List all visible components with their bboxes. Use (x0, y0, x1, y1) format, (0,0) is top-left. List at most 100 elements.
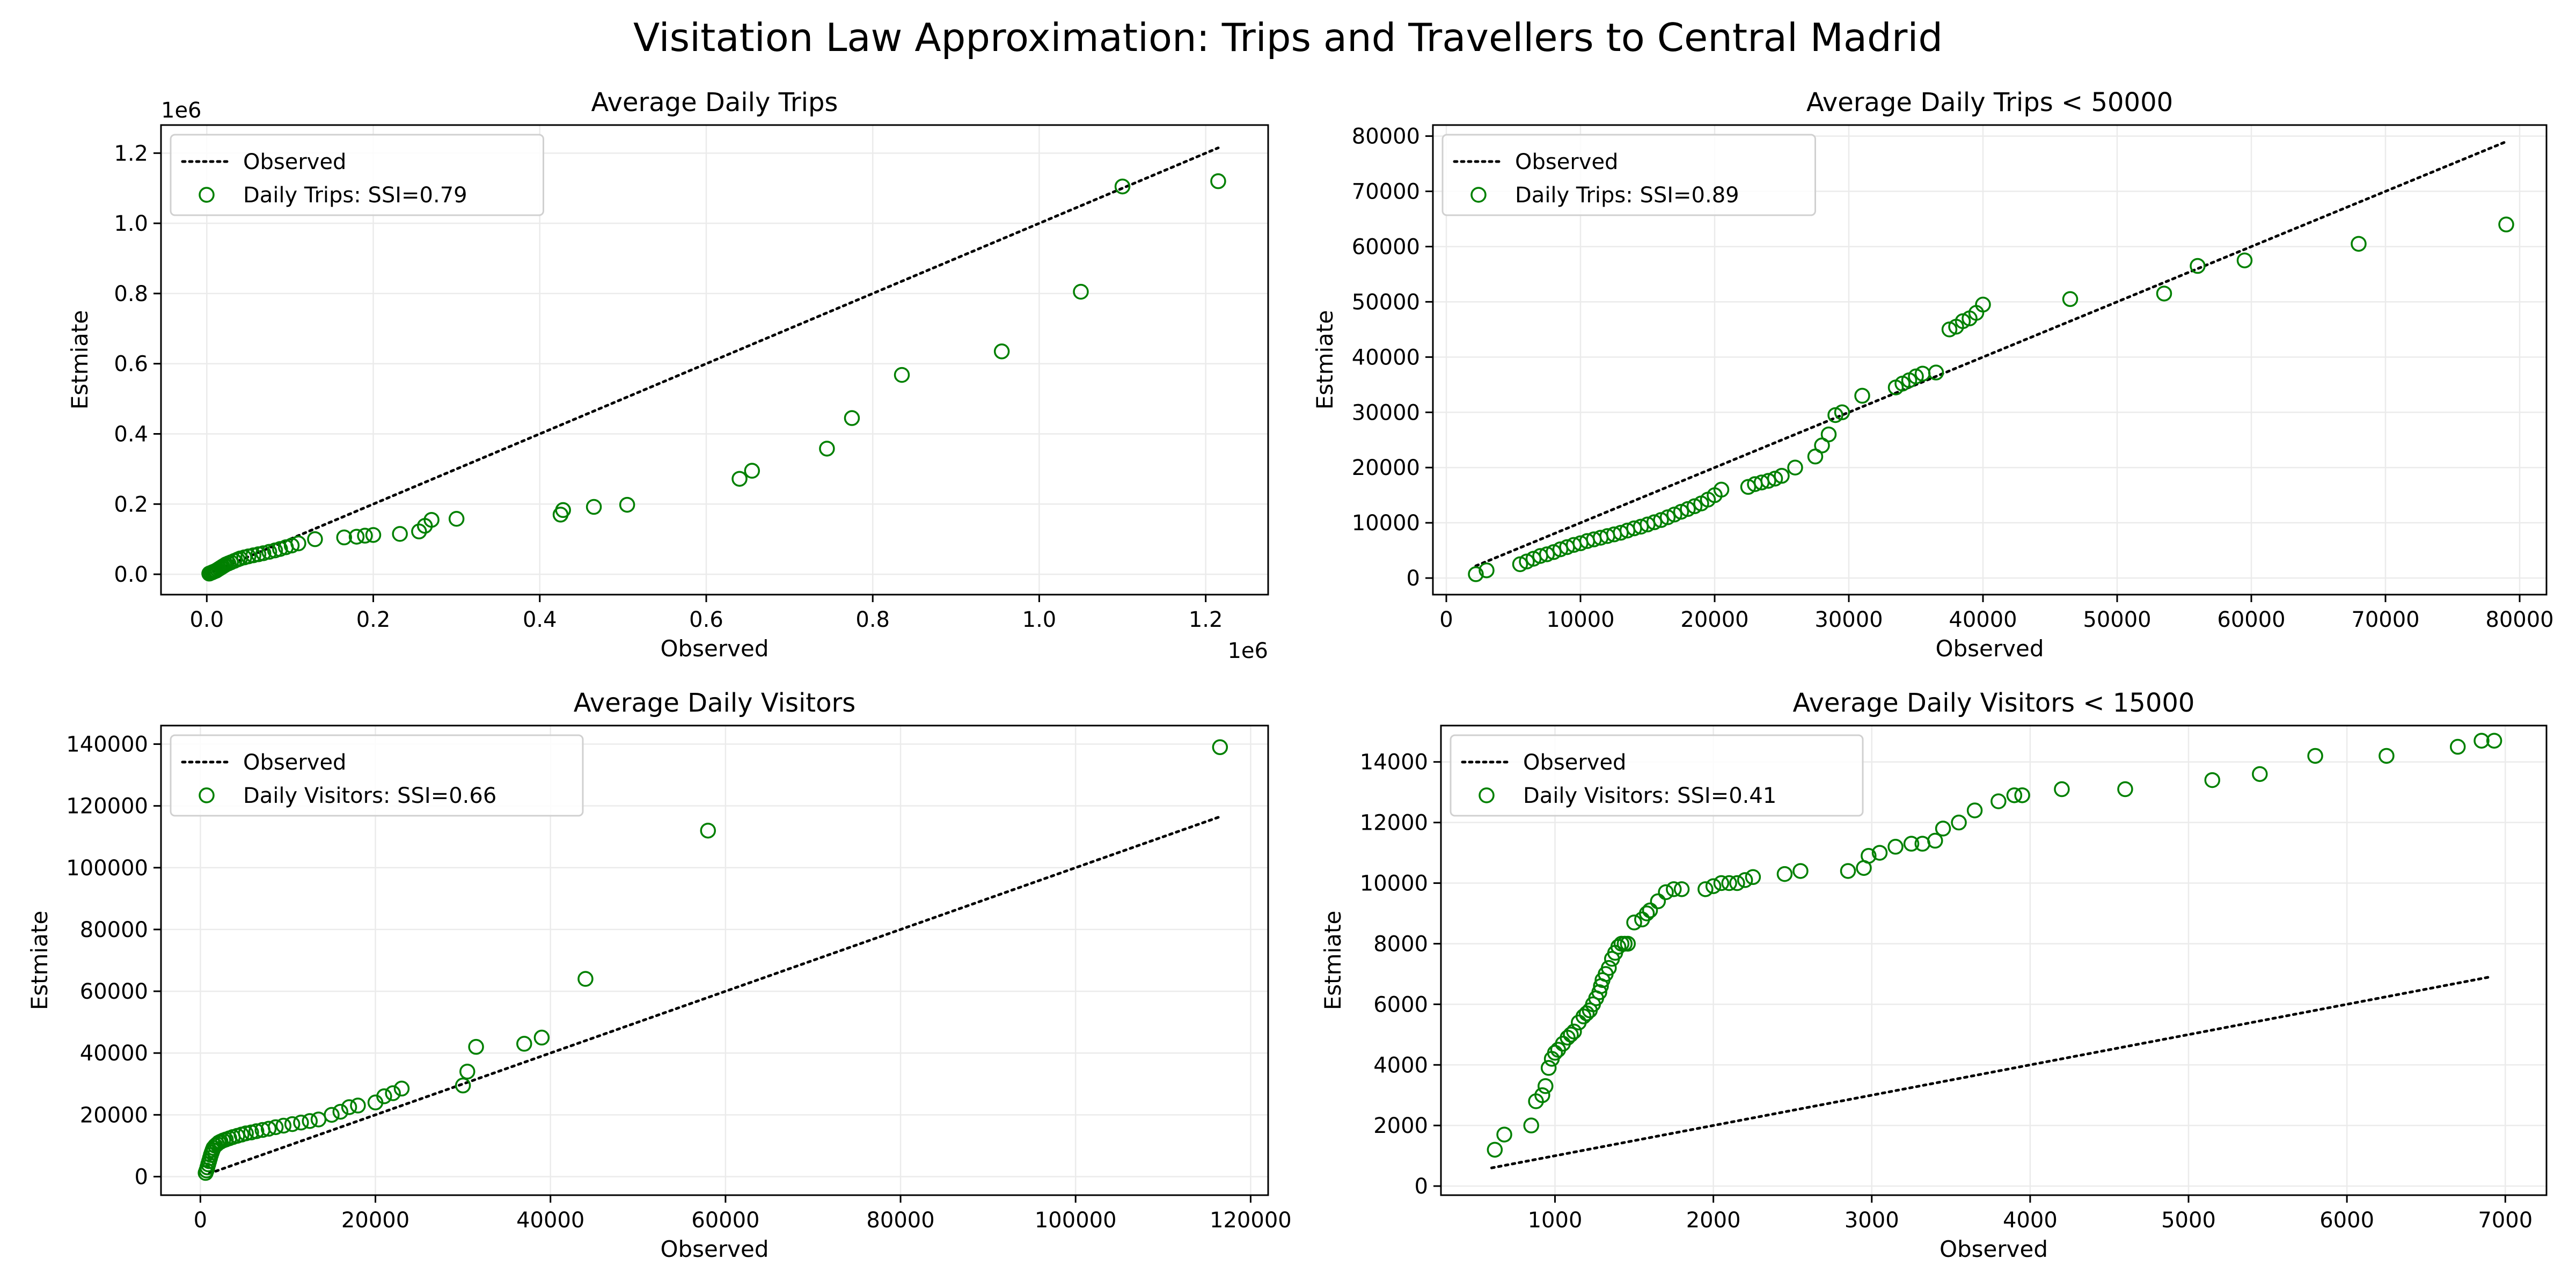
panel3-legend-line-label: Observed (243, 750, 346, 775)
panel4-data-point (1487, 1141, 1503, 1158)
panel1-data-point (392, 526, 408, 542)
panel2-y-tick-label: 10000 (1352, 511, 1420, 536)
panel4-legend (1450, 734, 1864, 817)
panel2-legend-marker-label: Daily Trips: SSI=0.89 (1515, 183, 1739, 208)
panel1-data-point (336, 529, 352, 546)
panel1-frame (160, 124, 1269, 596)
panel2-y-tick-label: 30000 (1352, 400, 1420, 425)
panel2-y-tick-label: 20000 (1352, 456, 1420, 480)
panel4-data-point (1721, 875, 1737, 891)
panel3-data-point (260, 1121, 277, 1137)
panel2-data-point (1646, 514, 1663, 530)
panel3-data-point (341, 1099, 357, 1115)
panel2-data-point (1468, 566, 1484, 582)
panel4-data-point (1642, 902, 1658, 919)
panel2-x-tick-label: 60000 (2217, 608, 2285, 632)
panel3-data-point (376, 1088, 392, 1104)
panel4-legend-marker-label: Daily Visitors: SSI=0.41 (1523, 784, 1776, 808)
panel4-data-point (1745, 869, 1761, 885)
panel4-data-point (1792, 863, 1809, 879)
panel4-y-tick-label: 10000 (1360, 872, 1428, 896)
panel4-data-point (1650, 893, 1666, 910)
panel2-y-axis-label: Estmiate (1312, 310, 1338, 410)
panel1-data-point (993, 343, 1010, 360)
panel1-data-point (555, 502, 571, 518)
panel1-y-tick-label: 0.2 (114, 492, 148, 517)
panel4-y-tick-label: 0 (1415, 1174, 1428, 1199)
panel3-data-point (468, 1038, 484, 1055)
panel4-y-tick-label: 12000 (1360, 811, 1428, 836)
panel4-data-point (1626, 914, 1642, 931)
panel4-data-point (2054, 781, 2070, 797)
panel2-data-point (2062, 291, 2079, 308)
panel2-y-tick-label: 80000 (1352, 125, 1420, 149)
panel2-x-tick-label: 40000 (1949, 608, 2017, 632)
panel2-x-tick-label: 0 (1439, 608, 1453, 632)
panel3-data-point (459, 1063, 475, 1080)
panel1-y-offset-label: 1e6 (161, 98, 202, 123)
panel3-data-point (324, 1107, 340, 1123)
panel2-data-point (1666, 506, 1682, 523)
panel1-data-point (307, 531, 323, 547)
panel4-data-point (1658, 884, 1674, 901)
panel4-x-tick-label: 7000 (2478, 1208, 2533, 1233)
panel4-data-point (1737, 872, 1753, 888)
panel4-frame (1440, 724, 2548, 1196)
panel2-data-point (1774, 467, 1790, 484)
panel1-data-point (619, 496, 635, 513)
panel4-legend-line-label: Observed (1523, 750, 1626, 775)
panel3-data-point (393, 1080, 410, 1097)
panel3-y-tick-label: 100000 (66, 856, 148, 881)
panel4-data-point (1620, 935, 1636, 952)
panel3-x-tick-label: 100000 (1035, 1208, 1117, 1233)
panel3-legend (170, 734, 584, 817)
panel4-data-point (1591, 984, 1607, 1000)
panel3-data-point (302, 1113, 318, 1129)
panel4-data-point (2449, 738, 2466, 755)
panel1-data-point (357, 528, 373, 544)
panel4-data-point (2014, 787, 2030, 803)
panel3-data-point (332, 1103, 349, 1120)
panel4-data-point (2204, 772, 2221, 788)
panel3-y-tick-label: 40000 (80, 1041, 148, 1066)
panel1-legend-marker-swatch (199, 187, 215, 203)
panel4-data-point (1990, 793, 2007, 809)
panel2-legend-marker-swatch (1470, 187, 1487, 203)
panel2-data-point (1941, 321, 1958, 338)
panel4-x-tick-label: 6000 (2319, 1208, 2374, 1233)
panel3-x-tick-label: 0 (194, 1208, 207, 1233)
panel3-y-axis-label: Estmiate (26, 911, 53, 1011)
panel1-data-point (1073, 283, 1089, 300)
panel4-y-tick-label: 2000 (1373, 1114, 1428, 1138)
panel2-data-point (1539, 546, 1555, 562)
panel1-y-axis-label: Estmiate (67, 310, 93, 410)
panel3-y-tick-label: 20000 (80, 1103, 148, 1128)
panel3-observed-line (208, 815, 1221, 1175)
panel2-data-point (1519, 553, 1535, 569)
panel4-data-point (1729, 875, 1745, 891)
panel4-data-point (1697, 881, 1714, 897)
panel2-data-point (1854, 387, 1870, 404)
panel1-data-point (744, 463, 760, 479)
panel4-y-tick-label: 4000 (1373, 1053, 1428, 1078)
panel1-y-tick-label: 1.0 (114, 211, 148, 236)
panel4-data-point (1903, 836, 1920, 852)
panel1-axes: 0.0 0.2 0.4 0.6 0.8 1.0 1.2 0.0 0.2 0.4 0.6 0.8 1.0 1… (67, 87, 1269, 663)
panel4-x-tick-label: 2000 (1686, 1208, 1741, 1233)
panel3-x-tick-label: 80000 (866, 1208, 934, 1233)
panel1-y-tick-label: 1.2 (114, 141, 148, 166)
panel2-x-axis-label: Observed (1935, 635, 2044, 662)
panel2-axes: 0 10000 20000 30000 40000 50000 60000 70000 8000… (1312, 87, 2554, 662)
panel4-y-tick-label: 6000 (1373, 992, 1428, 1017)
panel4-x-tick-label: 4000 (2003, 1208, 2058, 1233)
panel2-y-tick-label: 40000 (1352, 345, 1420, 370)
panel4-data-point (2486, 733, 2502, 749)
panel4-data-point (1496, 1126, 1512, 1143)
panel2-data-point (1673, 503, 1689, 520)
panel1-y-tick-label: 0.8 (114, 282, 148, 306)
panel1-x-tick-label: 0.8 (855, 608, 890, 632)
panel3-data-point (238, 1125, 254, 1141)
panel3-data-point (533, 1029, 550, 1046)
panel2-data-point (1955, 313, 1971, 330)
